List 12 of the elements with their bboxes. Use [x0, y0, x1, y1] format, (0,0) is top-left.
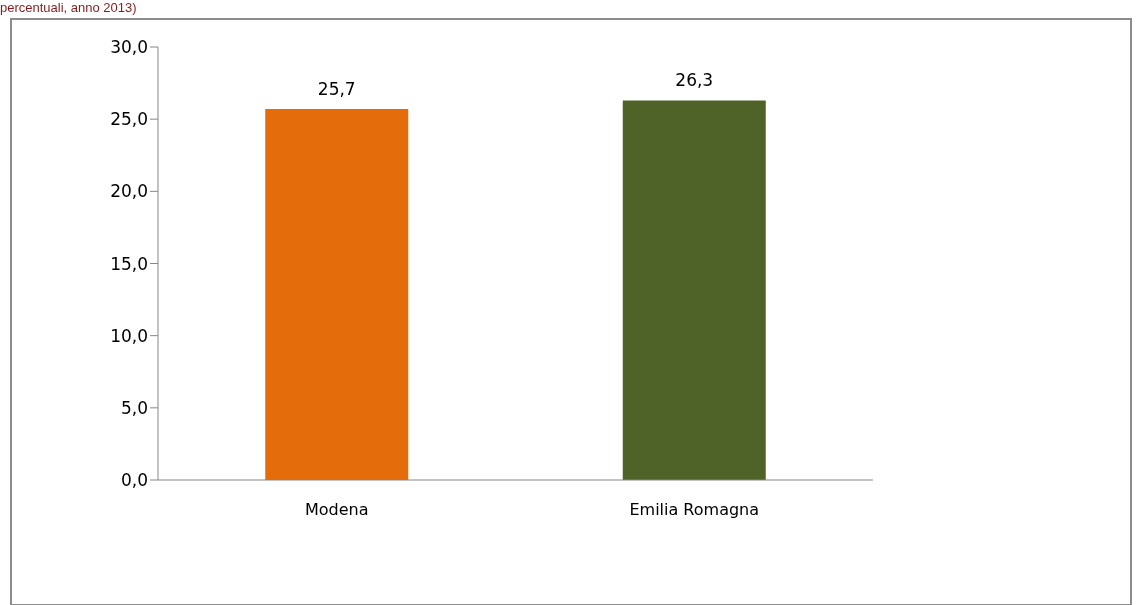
chart-title: percentuali, anno 2013) [0, 0, 137, 15]
y-tick-label: 0,0 [120, 470, 148, 491]
y-tick-label: 30,0 [110, 37, 148, 58]
y-tick-label: 20,0 [110, 181, 148, 202]
y-tick-label: 5,0 [120, 397, 148, 418]
data-label: 26,3 [675, 70, 714, 91]
y-tick-label: 10,0 [110, 325, 148, 346]
data-label: 25,7 [317, 79, 356, 100]
x-tick-label: Emilia Romagna [629, 500, 760, 520]
x-tick-label: Modena [304, 500, 369, 520]
y-tick-label: 15,0 [110, 253, 148, 274]
y-tick-label: 25,0 [110, 109, 148, 130]
